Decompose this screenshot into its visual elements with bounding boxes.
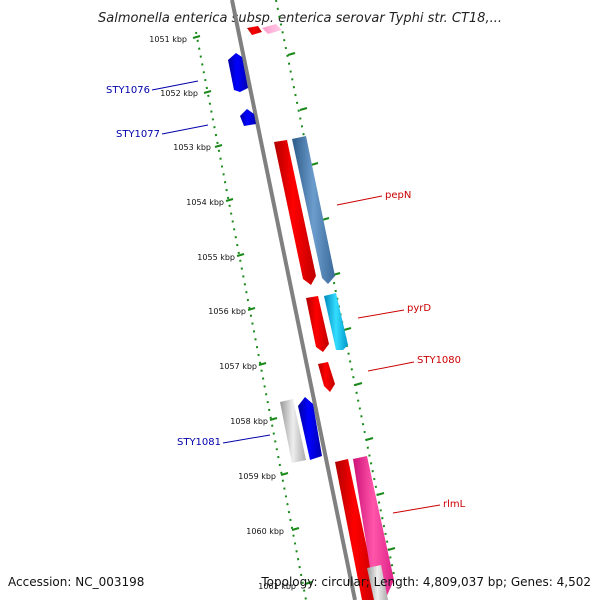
tick-mark (203, 90, 212, 94)
accession-text: Accession: NC_003198 (8, 575, 144, 589)
feature-sty1081[interactable] (298, 397, 322, 460)
tick-label: 1052 kbp (160, 89, 198, 98)
tick-mark (214, 144, 223, 148)
label-leader-sty1077 (161, 124, 209, 135)
ruler-left-rail (195, 31, 307, 600)
tick-label: 1053 kbp (173, 143, 211, 152)
gene-label-sty1077[interactable]: STY1077 (116, 129, 160, 140)
label-leader-sty1081 (222, 434, 271, 444)
tick-mark (343, 327, 352, 331)
feature-pyrd[interactable] (324, 293, 348, 350)
tick-label: 1051 kbp (149, 35, 187, 44)
tick-mark (304, 581, 313, 585)
feature-red-top[interactable] (247, 26, 262, 35)
feature-pepn[interactable] (292, 136, 335, 284)
map-title: Salmonella enterica subsp. enterica sero… (98, 11, 502, 26)
feature-sty1077[interactable] (240, 109, 256, 126)
feature-rlml[interactable] (353, 456, 394, 600)
feature-pyrd-cds[interactable] (306, 296, 329, 352)
tick-label: 1059 kbp (238, 472, 276, 481)
label-leader-sty1076 (151, 80, 199, 91)
tick-mark (387, 547, 396, 551)
tick-mark (225, 198, 234, 202)
tick-mark (365, 437, 374, 441)
tick-mark (280, 472, 289, 476)
gene-label-pepn[interactable]: pepN (385, 190, 411, 201)
tick-mark (376, 492, 385, 496)
tick-label: 1054 kbp (186, 198, 224, 207)
label-leader-sty1080 (367, 361, 415, 372)
tick-mark (258, 362, 267, 366)
tick-mark (354, 382, 363, 386)
gene-label-sty1080[interactable]: STY1080 (417, 355, 461, 366)
tick-label: 1058 kbp (230, 417, 268, 426)
topology-text: Topology: circular; Length: 4,809,037 bp… (260, 575, 591, 589)
feature-sty1076[interactable] (228, 53, 248, 92)
gene-label-rlml[interactable]: rlmL (443, 499, 466, 510)
tick-marks (192, 35, 396, 585)
ruler-right-rail (275, 0, 396, 581)
tick-mark (287, 52, 296, 56)
tick-mark (236, 253, 245, 257)
tick-mark (291, 527, 300, 531)
genome-backbone (230, 0, 357, 600)
tick-mark (247, 307, 256, 311)
tick-label: 1060 kbp (246, 527, 284, 536)
gene-label-pyrd[interactable]: pyrD (407, 303, 431, 314)
tick-label: 1061 kbp (258, 582, 296, 591)
tick-mark (269, 417, 278, 421)
feature-pepn-cds[interactable] (274, 140, 316, 285)
label-leader-pepn (336, 195, 383, 206)
tick-label: 1057 kbp (219, 362, 257, 371)
feature-sty1081-grey[interactable] (280, 399, 306, 463)
gene-label-sty1076[interactable]: STY1076 (106, 85, 150, 96)
tick-label: 1055 kbp (197, 253, 235, 262)
tick-mark (310, 162, 319, 166)
feature-grey-bottom (367, 565, 388, 600)
feature-rlml-cds[interactable] (335, 459, 378, 600)
tick-mark (192, 35, 201, 39)
feature-sty1080[interactable] (318, 362, 335, 392)
feature-pink-top[interactable] (262, 24, 282, 34)
label-leader-pyrd (357, 309, 405, 319)
gene-label-sty1081[interactable]: STY1081 (177, 437, 221, 448)
label-leader-rlml (392, 504, 441, 514)
tick-label: 1056 kbp (208, 307, 246, 316)
tick-mark (299, 107, 308, 111)
